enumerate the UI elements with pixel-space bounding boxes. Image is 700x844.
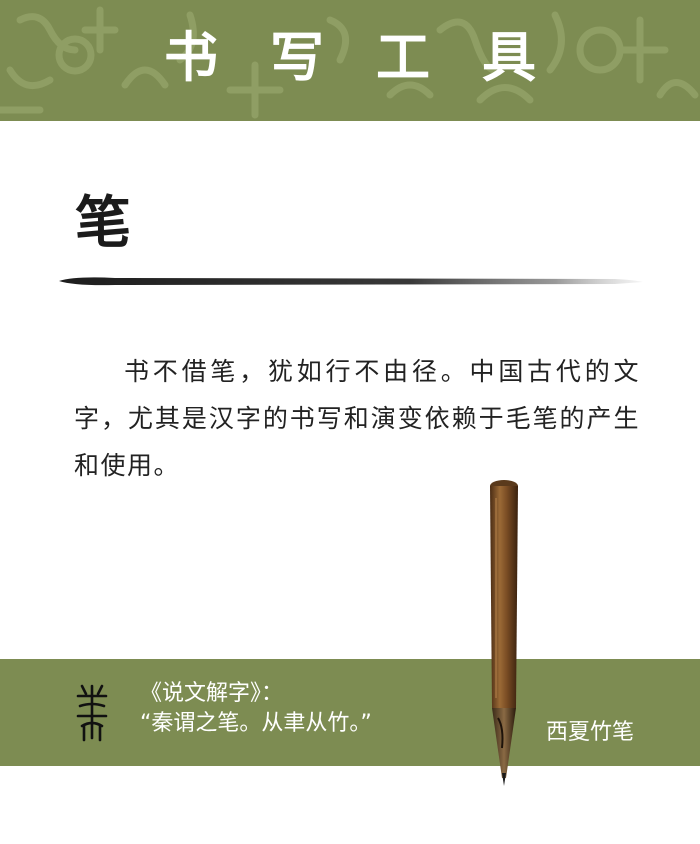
quote-source: 《说文解字》： [140,681,284,706]
bamboo-brush-image [490,480,518,786]
section-title: 笔 [75,190,131,256]
quote-text: “秦谓之笔。从聿从竹。” [140,711,372,736]
header-banner: 书写工具 [0,0,700,121]
caption-band [0,659,700,766]
brush-stroke-divider [59,277,643,286]
body-paragraph: 书不借笔，犹如行不由径。中国古代的文字，尤其是汉字的书写和演变依赖于毛笔的产生和… [74,357,640,480]
ancient-script-pattern [0,6,699,119]
seal-script-bi-icon [76,684,108,742]
page-title: 书写工具 [164,25,588,89]
image-caption: 西夏竹笔 [546,720,635,745]
